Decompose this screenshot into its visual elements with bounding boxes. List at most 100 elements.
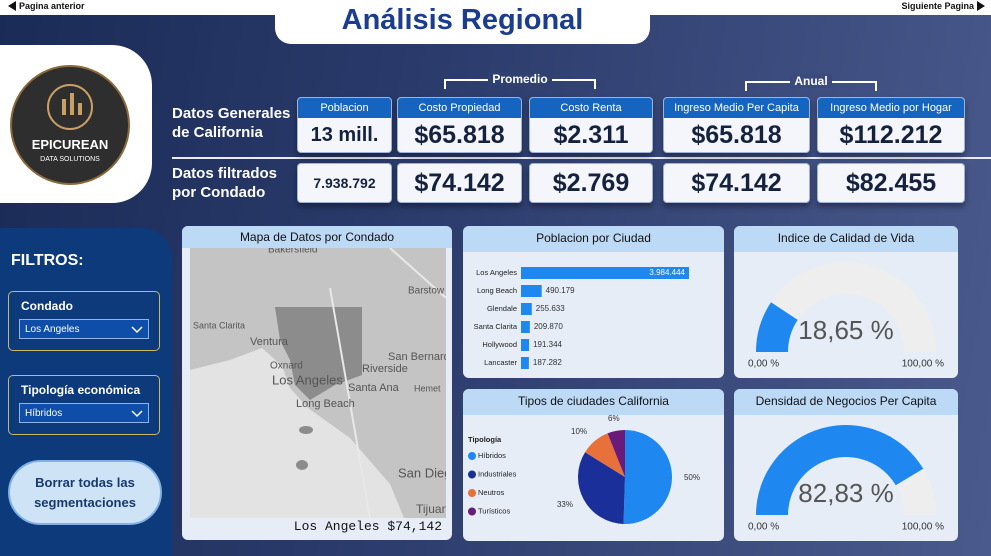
right-arrow	[977, 1, 985, 11]
kpi-card: $2.769	[529, 163, 653, 203]
map-place: Santa Ana	[348, 382, 400, 394]
dropdown-value: Los Angeles	[25, 324, 80, 335]
map-place: San Bernardino	[388, 351, 446, 363]
pie-slice	[607, 430, 625, 477]
kpi-header: Poblacion	[298, 98, 391, 118]
map-panel: Mapa de Datos por Condado Bakersfield Bar…	[182, 226, 452, 540]
panel-title: Poblacion por Ciudad	[463, 226, 724, 252]
logo-icon	[62, 99, 66, 115]
legend-label: Híbridos	[478, 451, 506, 460]
slicer: Condado Los Angeles	[8, 291, 160, 351]
logo-name: EPICUREAN	[32, 137, 109, 152]
logo-tagline: DATA SOLUTIONS	[40, 156, 100, 163]
kpi-card: $82.455	[817, 163, 965, 203]
chart: Los Angeles 3.984.444 Long Beach 490.179 Gle…	[474, 267, 689, 369]
panel-title: Indice de Calidad de Vida	[734, 226, 958, 252]
gauge-tick-label: 0,00 %	[748, 522, 779, 533]
bar	[521, 357, 529, 369]
kpi-card: Ingreso Medio por Hogar $112.212	[817, 97, 965, 153]
pie-slice	[623, 430, 672, 524]
gauge-track	[756, 262, 936, 352]
kpi-value: $65.818	[691, 121, 782, 149]
kpi-card: 7.938.792	[297, 163, 392, 203]
map: Bakersfield Barstow Santa Clarita Ventura Ox…	[190, 248, 446, 518]
value-label: 187.282	[533, 358, 562, 367]
kpi-value: 13 mill.	[310, 124, 379, 146]
kpi-header: Ingreso Medio por Hogar	[818, 98, 964, 118]
logo-panel: EPICUREAN DATA SOLUTIONS	[0, 45, 152, 203]
legend-title: Tipología	[468, 435, 502, 444]
slicer-label: Condado	[21, 299, 73, 313]
county	[275, 307, 362, 400]
prev-label: Pagina anterior	[19, 1, 85, 11]
slicer-label: Tipología económica	[21, 383, 141, 397]
value-label: 209.870	[534, 322, 563, 331]
logo-badge	[10, 65, 130, 185]
clear-button[interactable]: Borrar todas las segmentaciones	[8, 460, 162, 525]
clear-label: Borrar todas las segmentaciones	[34, 474, 136, 510]
map-place: Tijuana	[416, 502, 446, 516]
next-page[interactable]: Siguiente Pagina	[901, 1, 985, 11]
legend-label: Neutros	[478, 488, 505, 497]
row-label: Datos Generales de California	[172, 105, 291, 141]
kpi-value: $65.818	[414, 121, 505, 149]
group-label: Anual	[790, 74, 832, 88]
chart: 82,83 % 0,00 % 100,00 %	[748, 424, 944, 533]
chevron	[131, 410, 143, 418]
prev-page[interactable]: Pagina anterior	[8, 1, 85, 11]
gauge-tick-label: 100,00 %	[902, 522, 944, 533]
kpi-card: Costo Renta $2.311	[529, 97, 653, 153]
map-place: Los Angeles	[272, 372, 343, 387]
kpi-header: Costo Renta	[530, 98, 652, 118]
legend-swatch	[468, 507, 476, 516]
dropdown[interactable]: Híbridos	[19, 403, 149, 423]
gauge-label: 18,65 %	[798, 315, 893, 345]
map-place: Barstow	[408, 286, 445, 297]
kpi-value: $82.455	[845, 169, 937, 197]
map-place: Long Beach	[296, 398, 355, 410]
map-place: Riverside	[362, 363, 408, 375]
slice-label: 6%	[608, 415, 620, 423]
gauge-tick-label: 100,00 %	[902, 359, 944, 370]
bar	[521, 321, 530, 333]
kpi-card: $74.142	[397, 163, 522, 203]
group-promedio: Promedio	[444, 72, 596, 89]
slicer: Tipología económica Híbridos	[8, 375, 160, 435]
slice-label: 50%	[684, 473, 700, 482]
legend-label: Turísticos	[478, 506, 510, 515]
map-place: Santa Clarita	[193, 320, 245, 330]
map-caption: Los Angeles $74,142	[293, 519, 442, 534]
value-label: 191.344	[533, 340, 562, 349]
next-label: Siguiente Pagina	[901, 1, 974, 11]
slice-label: 33%	[557, 500, 573, 509]
gauge-value	[756, 302, 798, 352]
logo-icon	[70, 93, 74, 115]
map-place: Bakersfield	[268, 248, 317, 256]
group-label: Promedio	[488, 72, 552, 86]
road	[329, 287, 371, 518]
road	[389, 248, 446, 299]
category-label: Hollywood	[482, 340, 517, 349]
category-label: Long Beach	[477, 286, 517, 295]
logo-icon	[78, 103, 82, 115]
left-arrow	[8, 1, 16, 11]
page-title: Análisis Regional	[275, 0, 650, 44]
category-label: Los Angeles	[476, 268, 517, 277]
bar	[521, 339, 530, 351]
dropdown[interactable]: Los Angeles	[19, 319, 149, 339]
kpi-value: $2.769	[552, 169, 630, 197]
panel-title: Mapa de Datos por Condado	[182, 226, 452, 248]
kpi-card: $74.142	[663, 163, 810, 203]
row-label: Datos filtrados por Condado	[172, 165, 278, 201]
legend-label: Industriales	[478, 469, 517, 478]
kpi-value: $112.212	[839, 121, 943, 149]
chart-panel: Densidad de Negocios Per Capita 82,83 % 0…	[734, 389, 958, 541]
island	[296, 460, 308, 470]
value-label: 3.984.444	[649, 268, 685, 277]
gauge-value	[756, 424, 924, 515]
filters-title: FILTROS:	[11, 252, 84, 269]
logo-ring	[47, 84, 93, 130]
group-anual: Anual	[745, 74, 877, 91]
kpi-value: $74.142	[414, 169, 505, 197]
